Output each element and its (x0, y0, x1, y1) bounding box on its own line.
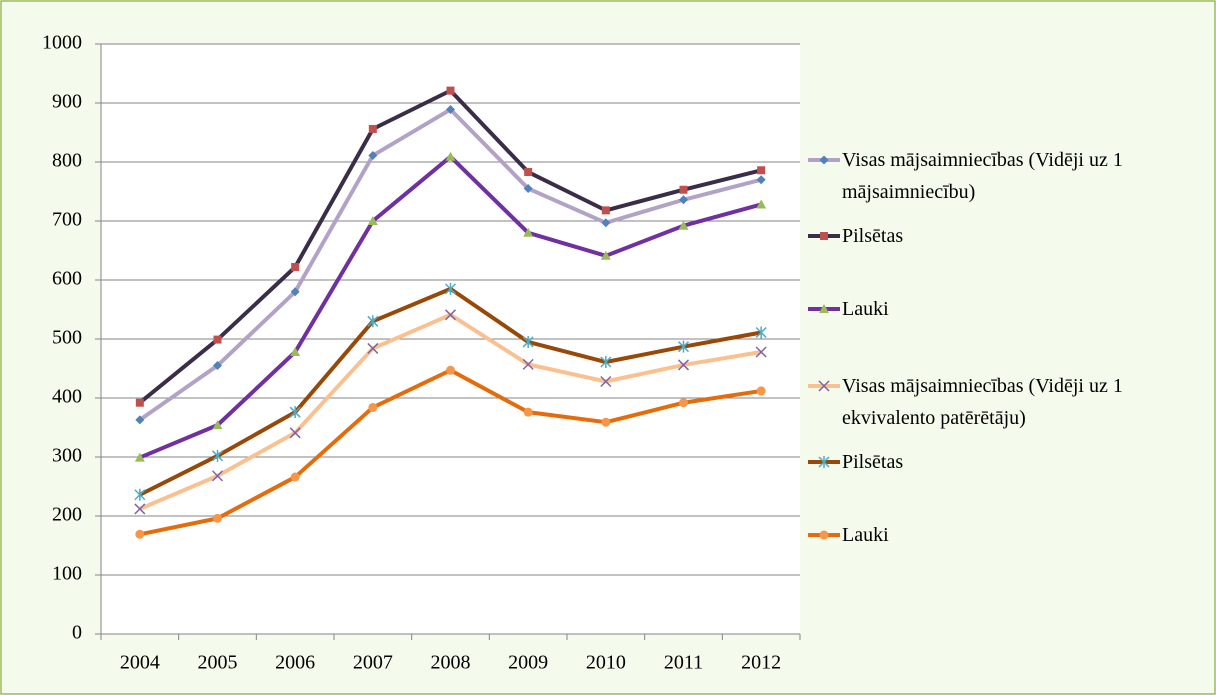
marker (755, 346, 767, 358)
marker (819, 155, 829, 165)
legend-label: Visas mājsaimniecības (Vidēji uz 1 ekviv… (842, 375, 1123, 429)
marker (289, 427, 301, 439)
y-tick-label: 600 (52, 268, 82, 290)
marker (601, 417, 611, 427)
marker (135, 529, 145, 539)
legend-label: Pilsētas (842, 451, 904, 473)
marker (600, 250, 611, 260)
marker (135, 415, 145, 425)
marker (756, 386, 766, 396)
y-tick-label: 100 (52, 563, 82, 585)
x-tick-label: 2006 (275, 652, 315, 674)
legend-label: Lauki (842, 298, 889, 320)
marker (756, 175, 766, 185)
marker (678, 220, 689, 230)
marker (446, 86, 455, 95)
marker (368, 402, 378, 412)
y-tick-label: 500 (52, 327, 82, 349)
marker (679, 185, 688, 194)
marker (819, 530, 829, 540)
y-tick-label: 1000 (42, 32, 82, 54)
marker (524, 168, 533, 177)
marker (523, 184, 533, 194)
marker (677, 340, 690, 353)
legend-label: Pilsētas (842, 225, 904, 247)
x-tick-label: 2010 (586, 652, 626, 674)
marker (679, 195, 688, 205)
y-tick-label: 0 (72, 622, 82, 644)
marker (679, 398, 688, 408)
y-tick-label: 300 (52, 445, 82, 467)
marker (213, 361, 222, 371)
marker (211, 449, 224, 462)
y-tick-label: 800 (52, 150, 82, 172)
marker (601, 218, 611, 228)
x-tick-label: 2011 (664, 652, 703, 674)
marker (444, 282, 457, 295)
marker (367, 216, 378, 225)
marker (367, 315, 379, 328)
marker (446, 365, 455, 375)
marker (367, 342, 379, 354)
marker (757, 166, 766, 175)
marker (212, 420, 223, 430)
marker (522, 335, 534, 348)
y-tick-label: 700 (52, 209, 82, 231)
marker (818, 456, 830, 468)
marker (290, 287, 300, 297)
marker (444, 309, 457, 321)
marker (213, 513, 222, 523)
marker (600, 375, 612, 388)
marker (211, 470, 224, 482)
marker (523, 227, 534, 237)
y-tick-label: 400 (52, 386, 82, 408)
marker (445, 151, 456, 161)
marker (290, 346, 301, 356)
y-tick-label: 900 (52, 91, 82, 113)
marker (135, 398, 144, 407)
x-tick-label: 2012 (741, 652, 781, 674)
x-tick-label: 2008 (431, 652, 471, 674)
marker (818, 380, 830, 392)
marker (368, 151, 378, 161)
x-tick-label: 2004 (120, 652, 160, 674)
marker (820, 232, 828, 240)
x-tick-label: 2009 (508, 652, 548, 674)
marker (289, 406, 301, 419)
marker (677, 359, 690, 371)
marker (134, 488, 146, 501)
marker (134, 503, 146, 515)
marker (134, 452, 145, 462)
marker (756, 199, 767, 209)
marker (290, 472, 300, 482)
legend-label: Visas mājsaimniecības (Vidēji uz 1 mājsa… (842, 149, 1123, 203)
marker (819, 304, 829, 313)
marker (522, 358, 534, 370)
marker (755, 326, 767, 339)
marker (446, 104, 455, 114)
marker (523, 407, 533, 417)
marker (291, 263, 300, 272)
marker (213, 335, 222, 344)
marker (601, 206, 610, 215)
x-tick-label: 2005 (198, 652, 238, 674)
marker (368, 124, 377, 133)
y-tick-label: 200 (52, 504, 82, 526)
legend-label: Lauki (842, 524, 889, 546)
x-tick-label: 2007 (353, 652, 393, 674)
marker (600, 356, 612, 369)
